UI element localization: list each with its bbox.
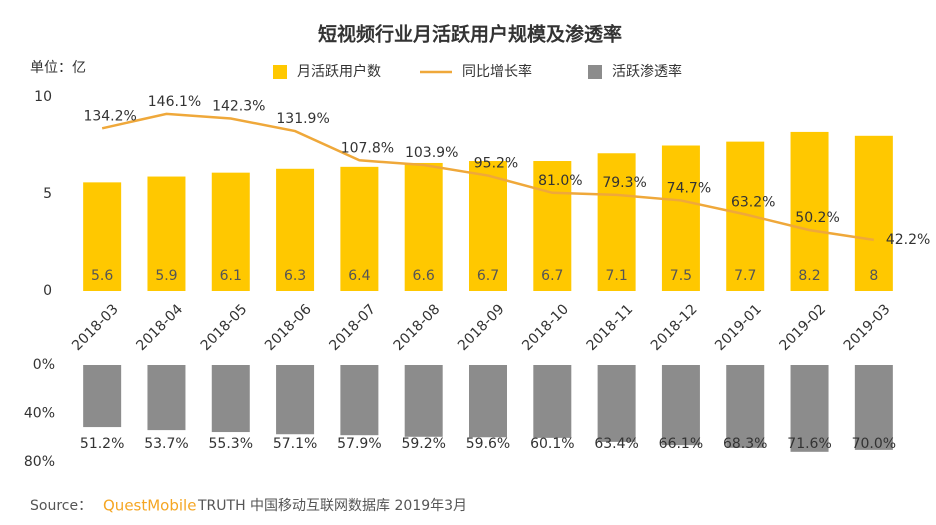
y-tick-label: 0% bbox=[33, 357, 55, 373]
bar bbox=[854, 365, 893, 450]
bar bbox=[533, 365, 572, 438]
value-label: 107.8% bbox=[341, 140, 394, 156]
bar bbox=[597, 153, 636, 291]
x-tick-label: 2018-05 bbox=[198, 301, 251, 354]
x-tick-label: 2018-06 bbox=[262, 301, 315, 354]
bar bbox=[790, 131, 829, 291]
bar bbox=[276, 365, 315, 435]
x-tick-label: 2019-03 bbox=[841, 301, 894, 354]
bar bbox=[404, 162, 443, 291]
value-label: 50.2% bbox=[795, 210, 839, 226]
x-tick-label: 2018-10 bbox=[519, 301, 572, 354]
unit-label: 单位：亿 bbox=[30, 60, 86, 76]
y-tick-label: 10 bbox=[34, 89, 52, 105]
bar bbox=[469, 365, 507, 438]
legend-label: 同比增长率 bbox=[462, 63, 532, 80]
source-label: Source： bbox=[30, 498, 92, 514]
bar bbox=[404, 365, 443, 437]
value-label: 103.9% bbox=[405, 145, 458, 161]
bar bbox=[854, 135, 893, 291]
bar bbox=[340, 166, 379, 291]
bar bbox=[533, 161, 572, 291]
x-tick-label: 2018-08 bbox=[391, 301, 444, 354]
value-label: 63.4% bbox=[594, 436, 638, 452]
value-label: 142.3% bbox=[212, 98, 265, 114]
bar bbox=[211, 365, 250, 433]
value-label: 60.1% bbox=[530, 436, 574, 452]
y-tick-label: 80% bbox=[24, 454, 55, 470]
value-label: 6.6 bbox=[413, 268, 435, 284]
x-tick-label: 2018-03 bbox=[69, 301, 122, 354]
value-label: 57.9% bbox=[337, 436, 381, 452]
value-label: 8 bbox=[869, 268, 878, 284]
value-label: 70.0% bbox=[852, 436, 896, 452]
bar bbox=[790, 365, 829, 452]
x-tick-label: 2018-04 bbox=[133, 301, 186, 354]
value-label: 57.1% bbox=[273, 436, 317, 452]
bar bbox=[661, 145, 700, 291]
value-label: 81.0% bbox=[538, 173, 582, 189]
x-tick-label: 2018-09 bbox=[455, 301, 508, 354]
value-label: 7.1 bbox=[605, 268, 627, 284]
value-label: 51.2% bbox=[80, 436, 124, 452]
value-label: 6.3 bbox=[284, 268, 306, 284]
bar bbox=[83, 182, 122, 291]
chart-title: 短视频行业月活跃用户规模及渗透率 bbox=[318, 23, 622, 46]
y-tick-label: 5 bbox=[43, 186, 52, 202]
legend-label: 月活跃用户数 bbox=[297, 63, 381, 80]
value-label: 131.9% bbox=[276, 111, 329, 127]
value-label: 59.2% bbox=[401, 436, 445, 452]
bar bbox=[340, 365, 379, 436]
bar bbox=[276, 168, 315, 291]
bar bbox=[211, 172, 250, 291]
value-label: 55.3% bbox=[209, 436, 253, 452]
value-label: 79.3% bbox=[602, 175, 646, 191]
value-label: 68.3% bbox=[723, 436, 767, 452]
x-tick-label: 2019-01 bbox=[712, 301, 765, 354]
value-label: 53.7% bbox=[144, 436, 188, 452]
legend-label: 活跃渗透率 bbox=[612, 63, 682, 80]
value-label: 134.2% bbox=[83, 108, 136, 124]
value-label: 7.7 bbox=[734, 268, 756, 284]
x-tick-label: 2019-02 bbox=[777, 301, 830, 354]
value-label: 6.7 bbox=[541, 268, 563, 284]
x-tick-label: 2018-11 bbox=[584, 301, 637, 354]
value-label: 74.7% bbox=[667, 180, 711, 196]
value-label: 6.1 bbox=[220, 268, 242, 284]
line bbox=[101, 112, 875, 242]
bar bbox=[469, 161, 507, 291]
bar bbox=[726, 365, 765, 448]
bar bbox=[661, 365, 700, 446]
value-label: 59.6% bbox=[466, 436, 510, 452]
value-label: 6.7 bbox=[477, 268, 499, 284]
value-label: 71.6% bbox=[787, 436, 831, 452]
value-label: 7.5 bbox=[670, 268, 692, 284]
legend-swatch bbox=[588, 65, 602, 79]
value-label: 42.2% bbox=[886, 232, 930, 248]
value-label: 63.2% bbox=[731, 194, 775, 210]
value-label: 6.4 bbox=[348, 268, 370, 284]
x-tick-label: 2018-12 bbox=[648, 301, 701, 354]
value-label: 66.1% bbox=[659, 436, 703, 452]
y-tick-label: 40% bbox=[24, 406, 55, 422]
bar bbox=[83, 365, 122, 428]
legend-swatch bbox=[273, 65, 287, 79]
value-label: 5.9 bbox=[155, 268, 177, 284]
bar bbox=[597, 365, 636, 442]
bar bbox=[147, 365, 186, 431]
x-tick-label: 2018-07 bbox=[326, 301, 379, 354]
source-text: TRUTH 中国移动互联网数据库 2019年3月 bbox=[197, 498, 467, 514]
value-label: 5.6 bbox=[91, 268, 113, 284]
value-label: 146.1% bbox=[148, 94, 201, 110]
source-brand: QuestMobile bbox=[103, 497, 196, 515]
bar bbox=[147, 176, 186, 291]
value-label: 95.2% bbox=[474, 156, 518, 172]
value-label: 8.2 bbox=[798, 268, 820, 284]
y-tick-label: 0 bbox=[43, 283, 52, 299]
